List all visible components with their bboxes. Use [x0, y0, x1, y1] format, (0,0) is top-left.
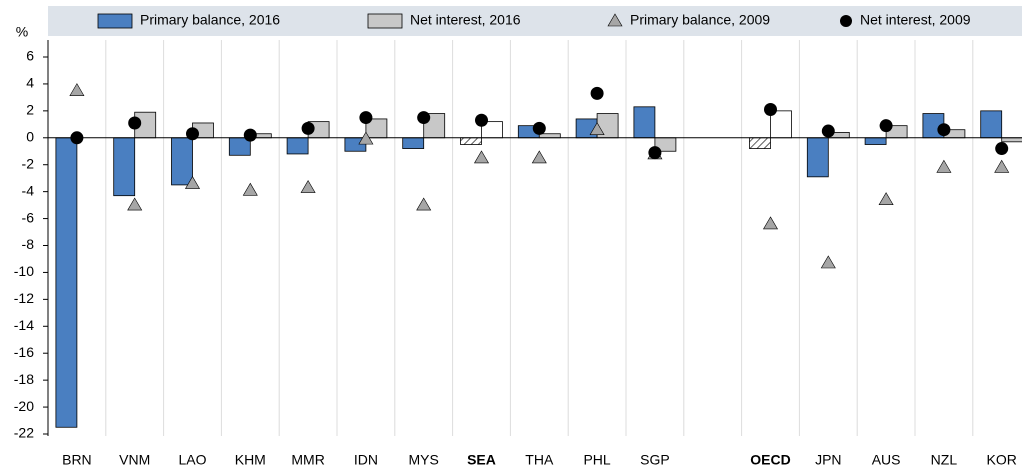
- circle-marker: [937, 123, 951, 137]
- triangle-marker: [184, 175, 201, 189]
- triangle-marker: [531, 150, 547, 164]
- y-axis-label: %: [16, 24, 28, 40]
- legend-label: Primary balance, 2009: [630, 12, 770, 28]
- legend-label: Primary balance, 2016: [140, 12, 280, 28]
- triangle-marker: [358, 131, 374, 145]
- triangle-marker: [300, 180, 316, 193]
- y-tick-label: 6: [26, 48, 34, 64]
- circle-marker: [590, 86, 604, 100]
- circle-marker: [301, 121, 315, 135]
- bar: [749, 137, 771, 149]
- triangle-marker: [589, 122, 605, 136]
- legend-band: [48, 6, 1022, 36]
- circle-marker: [359, 111, 373, 125]
- y-tick-label: -20: [14, 398, 34, 414]
- x-tick-label: SGP: [640, 452, 670, 468]
- bar: [460, 137, 482, 145]
- x-tick-label: MMR: [291, 452, 324, 468]
- y-tick-label: -16: [14, 344, 34, 360]
- y-tick-label: -2: [22, 155, 35, 171]
- circle-marker: [532, 121, 546, 135]
- triangle-marker: [127, 197, 143, 211]
- y-tick-label: -12: [14, 290, 34, 306]
- bar: [286, 137, 309, 155]
- triangle-marker: [762, 216, 779, 230]
- circle-marker: [764, 103, 777, 117]
- y-tick-label: -8: [22, 236, 35, 252]
- y-tick-label: -18: [14, 371, 34, 387]
- y-tick-label: 4: [26, 75, 34, 91]
- bar: [402, 137, 425, 149]
- bar: [1001, 137, 1022, 143]
- y-tick-label: -4: [22, 182, 35, 198]
- x-tick-label: MYS: [409, 452, 439, 468]
- bar: [980, 110, 1003, 139]
- triangle-marker: [878, 192, 894, 206]
- circle-marker: [879, 119, 893, 133]
- plot-area: [48, 40, 1022, 436]
- x-tick-label: IDN: [354, 452, 378, 468]
- triangle-marker: [242, 182, 258, 196]
- y-tick-label: -10: [14, 263, 34, 279]
- legend-swatch: [367, 13, 403, 29]
- circle-marker: [995, 142, 1009, 156]
- y-tick-label: 2: [26, 102, 34, 118]
- bar: [55, 137, 78, 428]
- x-tick-label: BRN: [62, 452, 92, 468]
- x-tick-label: KOR: [987, 452, 1017, 468]
- legend-swatch: [97, 13, 133, 29]
- bar: [113, 137, 136, 197]
- triangle-marker: [416, 197, 432, 211]
- triangle-marker: [994, 159, 1010, 173]
- y-tick-label: -22: [14, 425, 34, 441]
- x-tick-label: LAO: [178, 452, 206, 468]
- x-tick-label: THA: [525, 452, 554, 468]
- x-tick-label: VNM: [119, 452, 150, 468]
- legend-swatch: [607, 13, 623, 27]
- triangle-marker: [473, 150, 490, 164]
- circle-marker: [475, 113, 488, 127]
- x-tick-label: AUS: [872, 452, 901, 468]
- bar: [171, 137, 193, 186]
- circle-marker: [648, 146, 662, 160]
- y-tick-label: -6: [22, 209, 35, 225]
- circle-marker: [417, 111, 431, 125]
- x-tick-label: PHL: [583, 452, 610, 468]
- x-tick-label: OECD: [750, 452, 790, 468]
- bar: [633, 106, 656, 139]
- triangle-marker: [936, 159, 952, 173]
- y-tick-label: 0: [26, 128, 34, 144]
- y-tick-label: -14: [14, 317, 34, 333]
- legend-label: Net interest, 2016: [410, 12, 521, 28]
- triangle-marker: [820, 255, 836, 269]
- circle-marker: [128, 116, 142, 130]
- bar: [538, 133, 561, 139]
- x-tick-label: SEA: [467, 452, 496, 468]
- x-tick-label: JPN: [815, 452, 841, 468]
- circle-marker: [70, 131, 84, 145]
- circle-marker: [186, 127, 199, 141]
- legend-label: Net interest, 2009: [860, 12, 971, 28]
- circle-marker: [821, 124, 835, 138]
- bar: [806, 137, 829, 178]
- bar: [864, 137, 887, 145]
- x-tick-label: KHM: [235, 452, 266, 468]
- triangle-marker: [69, 83, 85, 96]
- x-tick-label: NZL: [931, 452, 958, 468]
- circle-marker: [243, 128, 257, 142]
- legend-swatch: [840, 15, 852, 27]
